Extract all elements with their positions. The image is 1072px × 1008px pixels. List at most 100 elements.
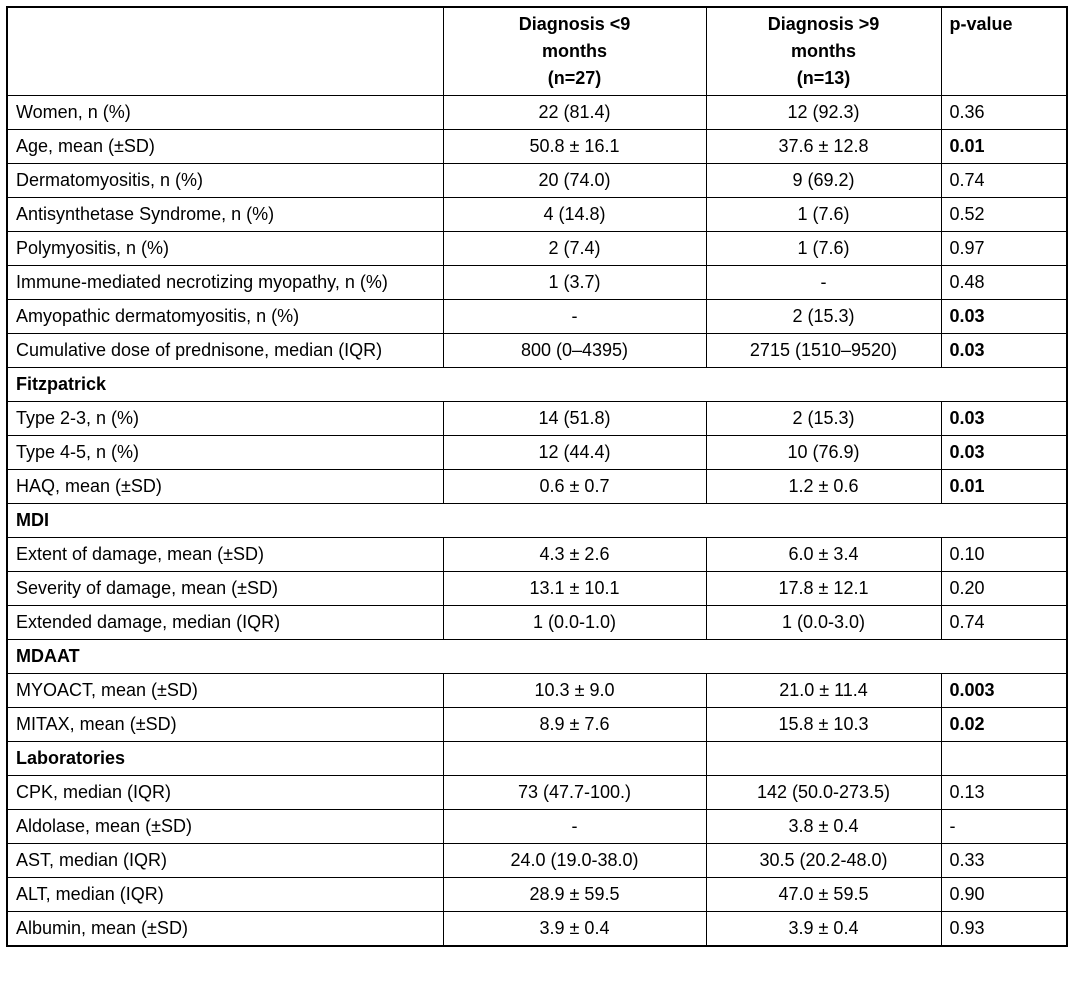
p-value-cell: 0.01 xyxy=(940,469,1068,504)
p-value-cell: - xyxy=(940,809,1068,844)
table-row: Immune-mediated necrotizing myopathy, n … xyxy=(6,265,1068,300)
value-cell-lt9: 12 (44.4) xyxy=(442,435,707,470)
p-value-cell: 0.97 xyxy=(940,231,1068,266)
value-cell-gt9: 12 (92.3) xyxy=(705,95,942,130)
value-cell-gt9: 1 (7.6) xyxy=(705,231,942,266)
value-cell-lt9: - xyxy=(442,299,707,334)
value-cell-lt9: 10.3 ± 9.0 xyxy=(442,673,707,708)
row-label: MITAX, mean (±SD) xyxy=(6,707,444,742)
table-row: MITAX, mean (±SD) 8.9 ± 7.6 15.8 ± 10.3 0.0… xyxy=(6,707,1068,742)
table-row: Antisynthetase Syndrome, n (%) 4 (14.8) 1 … xyxy=(6,197,1068,232)
header-col-diagnosis-lt9: Diagnosis <9 months (n=27) xyxy=(442,6,707,96)
value-cell-gt9: 6.0 ± 3.4 xyxy=(705,537,942,572)
value-cell-gt9: 2 (15.3) xyxy=(705,299,942,334)
value-cell-gt9: 15.8 ± 10.3 xyxy=(705,707,942,742)
p-value-cell: 0.03 xyxy=(940,333,1068,368)
p-value-cell: 0.74 xyxy=(940,605,1068,640)
p-value-cell: 0.003 xyxy=(940,673,1068,708)
section-label: Fitzpatrick xyxy=(6,367,1068,402)
value-cell-gt9: - xyxy=(705,265,942,300)
table-row: Albumin, mean (±SD) 3.9 ± 0.4 3.9 ± 0.4 0.9… xyxy=(6,911,1068,947)
value-cell-lt9: 24.0 (19.0-38.0) xyxy=(442,843,707,878)
value-cell-lt9: 8.9 ± 7.6 xyxy=(442,707,707,742)
table-row: Age, mean (±SD) 50.8 ± 16.1 37.6 ± 12.8 0.0… xyxy=(6,129,1068,164)
row-label: HAQ, mean (±SD) xyxy=(6,469,444,504)
p-value-cell: 0.02 xyxy=(940,707,1068,742)
section-row: Fitzpatrick xyxy=(6,367,1068,402)
p-value-cell: 0.13 xyxy=(940,775,1068,810)
empty-cell xyxy=(442,741,707,776)
header-col-pvalue: p-value xyxy=(940,6,1068,96)
row-label: Aldolase, mean (±SD) xyxy=(6,809,444,844)
table-row: CPK, median (IQR) 73 (47.7-100.) 142 (50.0… xyxy=(6,775,1068,810)
value-cell-gt9: 21.0 ± 11.4 xyxy=(705,673,942,708)
value-cell-lt9: 1 (0.0-1.0) xyxy=(442,605,707,640)
section-row: MDI xyxy=(6,503,1068,538)
p-value-cell: 0.20 xyxy=(940,571,1068,606)
section-label: MDI xyxy=(6,503,1068,538)
value-cell-gt9: 3.8 ± 0.4 xyxy=(705,809,942,844)
p-value-cell: 0.90 xyxy=(940,877,1068,912)
value-cell-gt9: 3.9 ± 0.4 xyxy=(705,911,942,947)
row-label: Immune-mediated necrotizing myopathy, n … xyxy=(6,265,444,300)
table-row: Type 2-3, n (%) 14 (51.8) 2 (15.3) 0.03 xyxy=(6,401,1068,436)
p-value-cell: 0.03 xyxy=(940,435,1068,470)
value-cell-lt9: 20 (74.0) xyxy=(442,163,707,198)
p-value-cell: 0.33 xyxy=(940,843,1068,878)
table-row: Extended damage, median (IQR) 1 (0.0-1.0)… xyxy=(6,605,1068,640)
row-label: Extent of damage, mean (±SD) xyxy=(6,537,444,572)
table-row: HAQ, mean (±SD) 0.6 ± 0.7 1.2 ± 0.6 0.01 xyxy=(6,469,1068,504)
table-row: Aldolase, mean (±SD) -3.8 ± 0.4- xyxy=(6,809,1068,844)
page: Diagnosis <9 months (n=27) Diagnosis >9 … xyxy=(6,6,1068,947)
value-cell-lt9: 1 (3.7) xyxy=(442,265,707,300)
table-row: ALT, median (IQR) 28.9 ± 59.5 47.0 ± 59.5 0… xyxy=(6,877,1068,912)
header-col-diagnosis-gt9: Diagnosis >9 months (n=13) xyxy=(705,6,942,96)
p-value-cell: 0.74 xyxy=(940,163,1068,198)
table-body: Women, n (%) 22 (81.4) 12 (92.3) 0.36 Age, m… xyxy=(6,95,1068,947)
row-label: Type 4-5, n (%) xyxy=(6,435,444,470)
value-cell-lt9: - xyxy=(442,809,707,844)
table-row: Type 4-5, n (%) 12 (44.4) 10 (76.9) 0.03 xyxy=(6,435,1068,470)
value-cell-gt9: 37.6 ± 12.8 xyxy=(705,129,942,164)
section-row: Laboratories xyxy=(6,741,1068,776)
row-label: Extended damage, median (IQR) xyxy=(6,605,444,640)
value-cell-lt9: 50.8 ± 16.1 xyxy=(442,129,707,164)
table-row: Amyopathic dermatomyositis, n (%) -2 (15.… xyxy=(6,299,1068,334)
header-row: Diagnosis <9 months (n=27) Diagnosis >9 … xyxy=(6,6,1068,96)
value-cell-lt9: 800 (0–4395) xyxy=(442,333,707,368)
section-row: MDAAT xyxy=(6,639,1068,674)
value-cell-gt9: 17.8 ± 12.1 xyxy=(705,571,942,606)
row-label: Antisynthetase Syndrome, n (%) xyxy=(6,197,444,232)
row-label: Age, mean (±SD) xyxy=(6,129,444,164)
table-row: MYOACT, mean (±SD) 10.3 ± 9.0 21.0 ± 11.4 0… xyxy=(6,673,1068,708)
value-cell-gt9: 1.2 ± 0.6 xyxy=(705,469,942,504)
p-value-cell: 0.03 xyxy=(940,401,1068,436)
row-label: CPK, median (IQR) xyxy=(6,775,444,810)
row-label: ALT, median (IQR) xyxy=(6,877,444,912)
row-label: Dermatomyositis, n (%) xyxy=(6,163,444,198)
empty-cell xyxy=(705,741,942,776)
section-label: MDAAT xyxy=(6,639,1068,674)
value-cell-lt9: 0.6 ± 0.7 xyxy=(442,469,707,504)
row-label: AST, median (IQR) xyxy=(6,843,444,878)
table-header: Diagnosis <9 months (n=27) Diagnosis >9 … xyxy=(6,6,1068,96)
row-label: Type 2-3, n (%) xyxy=(6,401,444,436)
row-label: Women, n (%) xyxy=(6,95,444,130)
value-cell-lt9: 22 (81.4) xyxy=(442,95,707,130)
p-value-cell: 0.93 xyxy=(940,911,1068,947)
value-cell-lt9: 14 (51.8) xyxy=(442,401,707,436)
row-label: Albumin, mean (±SD) xyxy=(6,911,444,947)
p-value-cell: 0.10 xyxy=(940,537,1068,572)
p-value-cell: 0.36 xyxy=(940,95,1068,130)
header-empty-cell xyxy=(6,6,444,96)
p-value-cell: 0.52 xyxy=(940,197,1068,232)
table-row: Dermatomyositis, n (%) 20 (74.0) 9 (69.2) 0… xyxy=(6,163,1068,198)
value-cell-lt9: 4 (14.8) xyxy=(442,197,707,232)
value-cell-gt9: 2 (15.3) xyxy=(705,401,942,436)
table-row: Women, n (%) 22 (81.4) 12 (92.3) 0.36 xyxy=(6,95,1068,130)
value-cell-lt9: 73 (47.7-100.) xyxy=(442,775,707,810)
value-cell-lt9: 13.1 ± 10.1 xyxy=(442,571,707,606)
p-value-cell: 0.03 xyxy=(940,299,1068,334)
table-row: Cumulative dose of prednisone, median (I… xyxy=(6,333,1068,368)
row-label: Severity of damage, mean (±SD) xyxy=(6,571,444,606)
